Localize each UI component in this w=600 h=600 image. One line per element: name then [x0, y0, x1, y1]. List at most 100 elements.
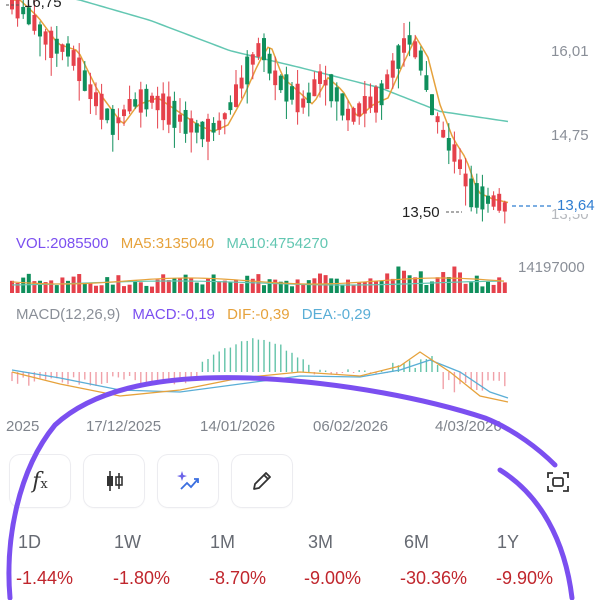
candle-body — [105, 108, 110, 121]
price-axis-label-top: 16,01 — [551, 43, 589, 60]
volume-bar — [267, 279, 272, 293]
volume-bar — [239, 283, 244, 293]
volume-bar — [99, 285, 104, 293]
period-label-1m[interactable]: 1M — [210, 532, 236, 552]
period-label-1w[interactable]: 1W — [114, 532, 141, 552]
volume-ma-lines — [11, 277, 505, 286]
candle-body — [245, 56, 250, 85]
candle-body — [144, 88, 149, 110]
period-value-1m: -8.70% — [209, 568, 267, 588]
volume-bar — [306, 280, 311, 293]
volume-bar — [138, 282, 143, 293]
volume-bar — [491, 284, 496, 293]
volume-bar — [217, 281, 222, 293]
candle-body — [26, 7, 31, 25]
candle-body — [82, 70, 87, 91]
period-label-3m[interactable]: 3M — [308, 532, 334, 552]
volume-bar — [43, 282, 48, 293]
period-label-1d[interactable]: 1D — [18, 532, 42, 552]
candle-body — [368, 96, 373, 108]
macd-lines — [11, 351, 509, 403]
macd-legend: MACD(12,26,9) MACD:-0,19 DIF:-0,39 DEA:-… — [16, 306, 371, 323]
volume-bar — [222, 280, 227, 293]
volume-bar — [458, 272, 462, 293]
candle-body — [32, 14, 37, 31]
volume-bar — [49, 280, 54, 293]
volume-bar — [474, 275, 479, 293]
volume-bar — [155, 279, 160, 293]
ma-long-line — [75, 0, 509, 123]
period-label-6m[interactable]: 6M — [404, 532, 430, 552]
volume-bar — [166, 280, 171, 293]
candle-body — [374, 86, 378, 113]
candle-body — [480, 186, 485, 210]
period-value-1w: -1.80% — [113, 568, 171, 588]
candle-body — [234, 84, 238, 107]
volume-bar — [357, 282, 362, 293]
fullscreen-button[interactable] — [543, 469, 573, 495]
candle-body — [351, 108, 356, 122]
volume-bar — [206, 278, 210, 293]
candle-body — [312, 79, 317, 97]
dea-line — [11, 359, 509, 399]
candle-body — [66, 43, 70, 57]
candlestick-series — [10, 0, 507, 224]
candle-body — [189, 118, 194, 133]
chart-canvas[interactable] — [0, 0, 600, 420]
ai-analysis-button[interactable] — [158, 455, 218, 507]
candle-body — [446, 138, 451, 151]
candle-body — [217, 120, 222, 130]
low-price-marker: 13,50 — [402, 204, 440, 221]
volume-ma5: MA5:3135040 — [120, 235, 215, 252]
volume-bar — [94, 285, 98, 293]
candle-body — [206, 118, 210, 142]
candle-body — [116, 117, 121, 124]
candle-body — [407, 35, 412, 45]
volume-bar — [127, 284, 132, 293]
candle-body — [435, 116, 440, 123]
volume-bar — [480, 286, 485, 293]
candle-body — [43, 31, 48, 45]
volume-bar — [178, 277, 182, 293]
volume-bars — [10, 266, 507, 293]
volume-bar — [150, 286, 154, 293]
candle-body — [497, 193, 502, 211]
candlestick-icon — [107, 471, 123, 491]
candle-body — [295, 83, 300, 113]
volume-bar — [82, 282, 87, 293]
candle-body — [94, 92, 98, 107]
candle-body — [502, 202, 507, 212]
volume-bar — [88, 283, 93, 293]
candle-body — [110, 108, 115, 135]
moving-average-lines — [12, 0, 509, 204]
volume-bar — [452, 266, 457, 293]
candle-body — [290, 86, 294, 100]
volume-bar — [284, 280, 289, 293]
volume-bar — [318, 273, 322, 293]
candle-body — [262, 38, 266, 61]
candle-body — [256, 43, 261, 57]
volume-bar — [334, 278, 339, 293]
drawing-tool-button[interactable] — [232, 455, 292, 507]
chart-type-button[interactable] — [84, 455, 144, 507]
candle-body — [379, 83, 384, 106]
candle-body — [211, 122, 216, 133]
candle-body — [329, 74, 334, 102]
candle-body — [301, 98, 306, 108]
dif-value: DIF:-0,39 — [227, 306, 290, 323]
date-label-5: 4/03/2026 — [435, 418, 502, 435]
candle-body — [278, 75, 283, 91]
dif-line — [11, 351, 509, 403]
candle-body — [183, 109, 188, 134]
period-label-1y[interactable]: 1Y — [497, 532, 520, 552]
candle-body — [430, 94, 434, 116]
candle-body — [228, 102, 233, 111]
indicator-function-button[interactable]: fx — [10, 455, 70, 507]
date-label-2: 17/12/2025 — [86, 418, 162, 435]
candle-body — [138, 89, 143, 113]
volume-bar — [418, 271, 423, 293]
candle-body — [362, 96, 367, 114]
volume-bar — [435, 277, 440, 293]
volume-bar — [346, 279, 350, 293]
